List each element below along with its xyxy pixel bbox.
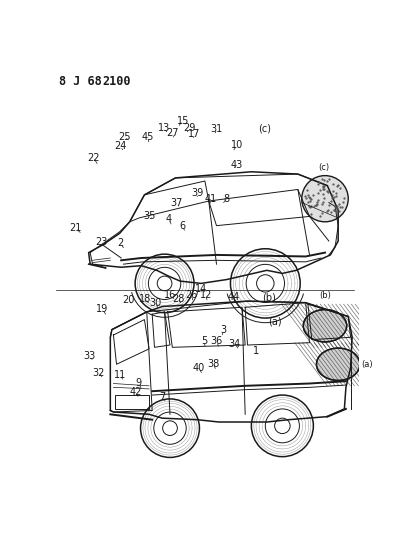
Text: 1: 1: [253, 346, 259, 356]
Text: 17: 17: [188, 129, 201, 139]
Text: 36: 36: [211, 336, 223, 346]
Text: (c): (c): [258, 124, 271, 134]
Text: 40: 40: [193, 362, 205, 373]
Text: 43: 43: [231, 159, 243, 169]
Text: 30: 30: [150, 298, 162, 308]
Text: 35: 35: [143, 211, 156, 221]
Text: 37: 37: [170, 198, 183, 208]
Text: 20: 20: [122, 295, 135, 305]
Text: 8 J 68: 8 J 68: [59, 75, 102, 88]
Text: 38: 38: [207, 359, 219, 368]
Text: 23: 23: [96, 238, 108, 247]
Text: (b): (b): [262, 293, 276, 303]
Ellipse shape: [316, 348, 360, 381]
Text: 16: 16: [164, 289, 176, 300]
Text: 45: 45: [141, 132, 154, 142]
Text: 44: 44: [228, 292, 240, 302]
Text: 32: 32: [93, 368, 105, 377]
Text: 10: 10: [231, 140, 243, 150]
Text: 41: 41: [205, 193, 217, 204]
Text: (c): (c): [318, 163, 329, 172]
Text: (a): (a): [268, 317, 282, 327]
Text: 21: 21: [69, 223, 81, 233]
Text: 14: 14: [195, 284, 207, 294]
Ellipse shape: [303, 310, 347, 342]
Text: 7: 7: [160, 392, 166, 402]
Text: 33: 33: [83, 351, 96, 361]
Text: 2: 2: [117, 238, 124, 248]
Text: 9: 9: [136, 378, 142, 388]
Text: 18: 18: [139, 294, 151, 304]
Text: 26: 26: [185, 289, 198, 300]
Text: 34: 34: [229, 339, 241, 349]
Text: 8: 8: [223, 193, 229, 204]
Text: 39: 39: [192, 188, 204, 198]
Text: 2100: 2100: [103, 75, 131, 88]
Text: 22: 22: [87, 152, 99, 163]
Text: 31: 31: [211, 124, 223, 134]
Text: 4: 4: [166, 214, 172, 224]
Text: 29: 29: [183, 124, 195, 133]
Text: 5: 5: [201, 336, 207, 346]
Text: 11: 11: [114, 370, 126, 380]
Text: 42: 42: [130, 387, 142, 397]
Text: (b): (b): [319, 292, 331, 301]
Text: 13: 13: [158, 124, 170, 133]
Text: (a): (a): [361, 360, 373, 369]
Text: 19: 19: [96, 304, 109, 314]
Text: 27: 27: [166, 128, 178, 138]
Circle shape: [302, 175, 348, 222]
Text: 24: 24: [114, 141, 126, 151]
Text: 15: 15: [177, 116, 189, 126]
Text: 6: 6: [180, 221, 186, 231]
Text: 3: 3: [221, 325, 227, 335]
Text: 25: 25: [118, 132, 130, 142]
Text: 12: 12: [200, 289, 212, 300]
Text: 28: 28: [172, 294, 184, 304]
